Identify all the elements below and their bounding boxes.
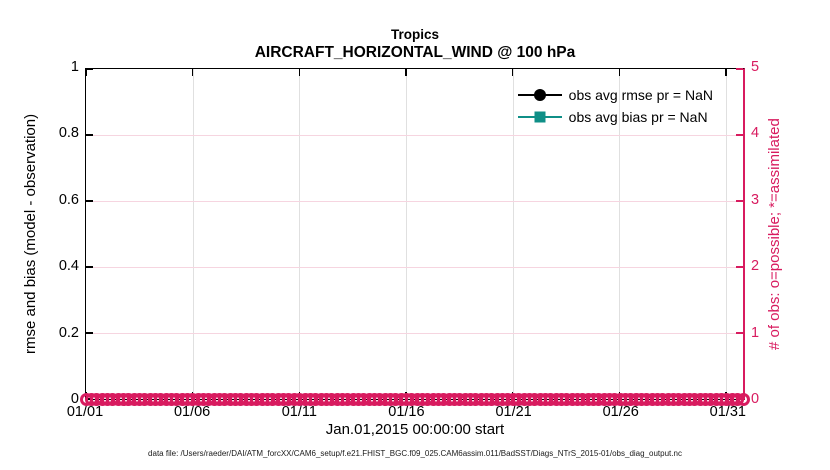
x-tick-top <box>725 69 727 76</box>
possible-obs-marker <box>736 392 750 406</box>
y-tick-label-right: 3 <box>751 191 760 208</box>
x-tick-label: 01/16 <box>388 404 425 420</box>
y-axis-label-left: rmse and bias (model - observation) <box>22 113 39 355</box>
x-tick-label: 01/31 <box>709 404 746 420</box>
y-tick-label-right: 5 <box>751 59 760 75</box>
plot-area: obs avg rmse pr = NaN obs avg bias pr = … <box>79 68 750 406</box>
y-tick-label-left: 1 <box>70 59 79 75</box>
v-gridline <box>619 69 621 399</box>
h-gridline <box>86 333 743 334</box>
y-tick-label-right: 4 <box>751 125 760 142</box>
y-tick-label-right: 2 <box>751 258 760 275</box>
y-tick-right <box>736 134 743 136</box>
y-tick-label-left: 0.8 <box>58 125 79 142</box>
y-tick-left <box>86 332 93 334</box>
v-gridline <box>299 69 301 399</box>
x-tick-label: 01/01 <box>66 404 104 420</box>
h-gridline <box>86 267 743 268</box>
data-file-caption: data file: /Users/raeder/DAI/ATM_forcXX/… <box>148 449 682 458</box>
y-tick-right <box>736 200 743 202</box>
y-tick-label-left: 0.2 <box>58 324 79 341</box>
rmse-circle-marker-icon <box>533 89 546 101</box>
legend-label-bias: obs avg bias pr = NaN <box>568 109 708 125</box>
legend-item-rmse: obs avg rmse pr = NaN <box>517 85 713 105</box>
possible-obs-marker-band <box>79 392 750 407</box>
x-tick-top <box>511 69 514 76</box>
legend-item-bias: obs avg bias pr = NaN <box>517 107 713 127</box>
y-tick-right <box>736 266 743 268</box>
h-gridline <box>86 135 743 136</box>
v-gridline <box>192 69 194 399</box>
y-tick-left <box>86 134 93 136</box>
y-tick-label-right: 1 <box>751 324 760 341</box>
y-tick-left <box>86 200 93 202</box>
y-tick-label-left: 0.6 <box>58 191 79 208</box>
v-gridline <box>405 69 407 399</box>
x-tick-label: 01/26 <box>602 404 639 420</box>
rmse-line-sample <box>517 89 562 101</box>
chart-title: Tropics <box>390 27 439 42</box>
bias-square-marker-icon <box>534 111 546 123</box>
y-axis-label-right: # of obs: o=possible; *=assimilated <box>766 118 783 350</box>
legend-label-rmse: obs avg rmse pr = NaN <box>568 87 713 103</box>
x-tick-label: 01/11 <box>281 404 317 420</box>
y-tick-left <box>86 68 93 70</box>
x-tick-top <box>618 69 621 76</box>
x-tick-top <box>298 69 301 76</box>
y-tick-label-left: 0 <box>70 391 79 407</box>
x-tick-label: 01/06 <box>173 404 211 420</box>
y-tick-right <box>736 68 743 70</box>
y-tick-left <box>86 266 93 268</box>
x-tick-label: 01/21 <box>495 404 532 420</box>
legend: obs avg rmse pr = NaN obs avg bias pr = … <box>517 85 713 127</box>
bias-line-sample <box>517 111 562 123</box>
y-tick-right <box>736 332 743 334</box>
v-gridline <box>725 69 727 399</box>
x-axis-label: Jan.01,2015 00:00:00 start <box>325 421 505 438</box>
x-tick-top <box>405 69 407 76</box>
h-gridline <box>86 201 743 202</box>
y-tick-label-left: 0.4 <box>58 258 79 275</box>
y-tick-label-right: 0 <box>751 391 760 407</box>
v-gridline <box>512 69 514 399</box>
x-tick-top <box>85 69 87 76</box>
x-tick-top <box>191 69 194 76</box>
chart-subtitle: AIRCRAFT_HORIZONTAL_WIND @ 100 hPa <box>254 44 576 61</box>
